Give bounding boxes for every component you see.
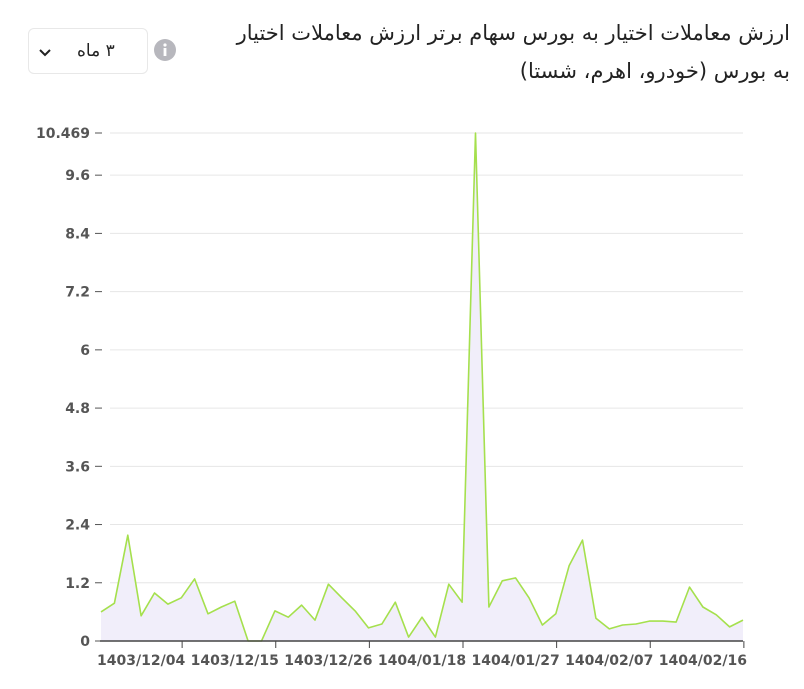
x-tick-label: 1404/02/16: [659, 653, 747, 669]
x-tick-label: 1404/02/07: [565, 653, 653, 669]
chevron-icon: [39, 49, 51, 57]
period-dropdown[interactable]: ۳ ماه: [28, 28, 148, 74]
y-tick-label: 4.8: [65, 401, 90, 417]
x-tick-label: 1403/12/04: [97, 653, 185, 669]
y-tick-label: 0: [80, 634, 90, 650]
y-tick-label: 8.4: [65, 226, 90, 242]
x-tick-label: 1404/01/18: [378, 653, 466, 669]
x-tick-label: 1403/12/26: [284, 653, 372, 669]
info-icon[interactable]: [153, 38, 177, 62]
widget-title: ارزش معاملات اختیار به بورس سهام برتر ار…: [236, 21, 790, 83]
y-tick-label: 7.2: [65, 285, 90, 301]
y-tick-label: 2.4: [65, 518, 90, 534]
x-tick-label: 1404/01/27: [472, 653, 560, 669]
y-tick-label: 10.469: [36, 126, 90, 142]
y-tick-label: 9.6: [65, 168, 90, 184]
y-tick-label: 3.6: [65, 459, 90, 475]
period-value: ۳ ماه: [77, 41, 115, 61]
y-tick-label: 6: [80, 343, 90, 359]
area-fill: [101, 133, 743, 641]
y-tick-label: 1.2: [65, 576, 90, 592]
x-tick-label: 1403/12/15: [191, 653, 279, 669]
area-line: [100, 132, 744, 642]
